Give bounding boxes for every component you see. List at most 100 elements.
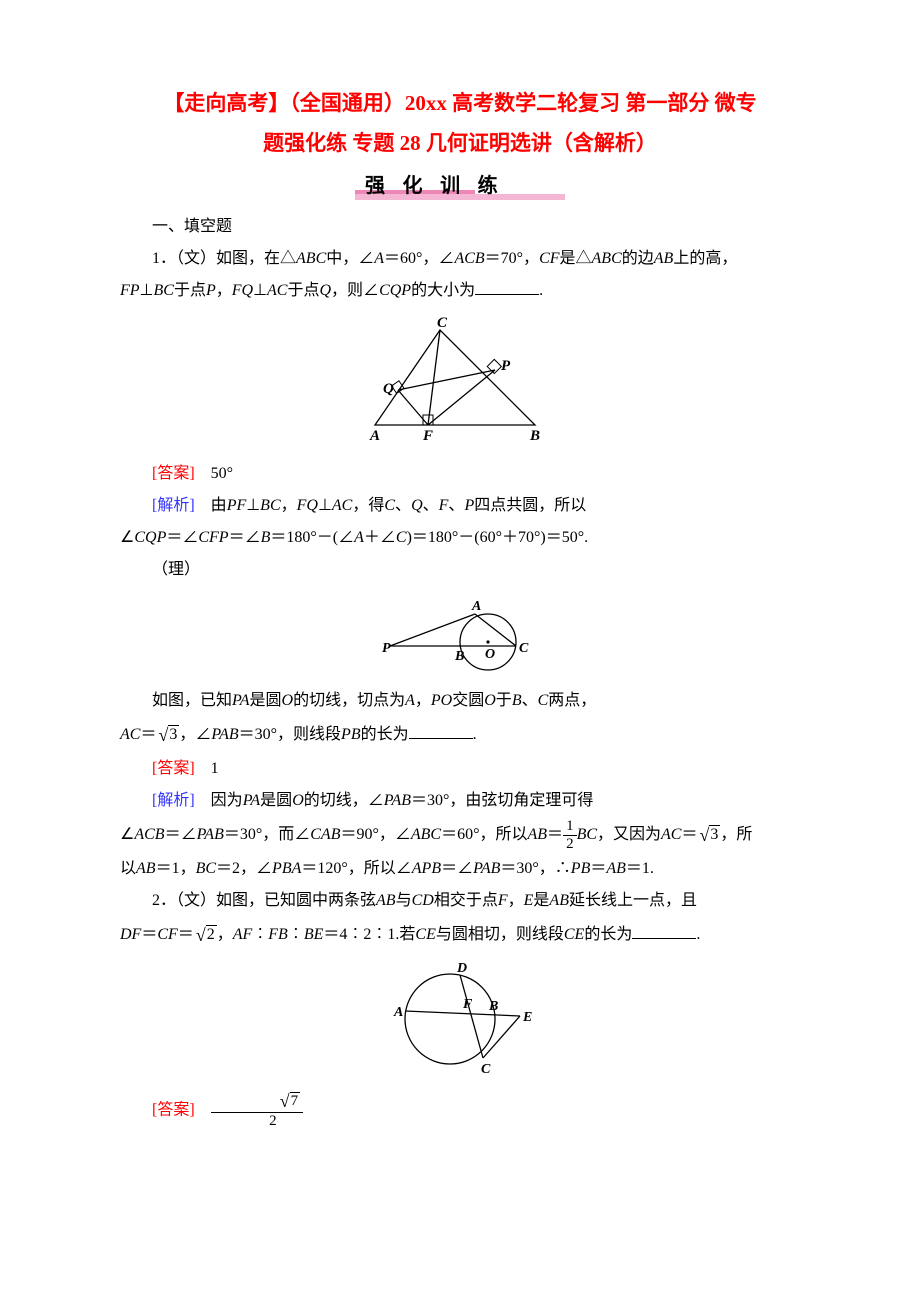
t: ，得 [352, 497, 384, 514]
t: DF [120, 926, 141, 943]
lbl-P: P [382, 641, 391, 656]
t: C [396, 529, 407, 546]
t: ＝4︰2︰1.若 [323, 926, 415, 943]
analysis-label: [解析] [152, 792, 195, 809]
t: 的切线，∠ [304, 792, 384, 809]
t: ， [415, 692, 431, 709]
t: PB [341, 726, 361, 743]
sqrt2: √2 [194, 917, 217, 953]
li-label: （理） [120, 554, 800, 586]
t: 因为 [195, 792, 243, 809]
frac-sqrt7-2: √72 [211, 1092, 303, 1129]
analysis-label: [解析] [152, 497, 195, 514]
blank [409, 722, 473, 739]
t: ︰ [252, 926, 268, 943]
q1-wen-line2: FP⊥BC于点P，FQ⊥AC于点Q，则∠CQP的大小为. [120, 275, 800, 307]
t: 于点 [287, 282, 319, 299]
t: AC [120, 726, 140, 743]
t: PF [227, 497, 247, 514]
t: 1．（文）如图，在△ [152, 250, 296, 267]
t: 由 [195, 497, 227, 514]
figure-2-svg: A B C O P [375, 594, 545, 672]
t: 四点共圆，所以 [474, 497, 586, 514]
t: E [524, 892, 534, 909]
t: ，则∠ [331, 282, 379, 299]
t: ＝ [140, 726, 156, 743]
t: CQP [379, 282, 411, 299]
figure-1-svg: A B C F P Q [365, 315, 555, 445]
t: O [282, 692, 294, 709]
t: 的边 [622, 250, 654, 267]
t: APB [412, 860, 441, 877]
t: 是 [533, 892, 549, 909]
t: 是圆 [260, 792, 292, 809]
t: . [539, 282, 543, 299]
t: 的大小为 [411, 282, 475, 299]
t: FQ [232, 282, 253, 299]
lbl-E: E [522, 1010, 532, 1025]
t: ＝∠ [441, 860, 473, 877]
t: ＝∠ [165, 826, 197, 843]
t: ＝30°，∴ [500, 860, 570, 877]
t: BC [196, 860, 216, 877]
t: 是△ [560, 250, 592, 267]
t: ， [508, 892, 524, 909]
t: 两点， [548, 692, 596, 709]
t: 的长为 [584, 926, 632, 943]
banner: 强 化 训 练 [120, 172, 800, 207]
t: ＝1， [156, 860, 196, 877]
t: A [354, 529, 364, 546]
t: ⊥ [246, 497, 260, 514]
frac-half: 12 [563, 818, 577, 852]
q1li-ana-l3: 以AB＝1，BC＝2，∠PBA＝120°，所以∠APB＝∠PAB＝30°，∴PB… [120, 853, 800, 885]
t: P [206, 282, 216, 299]
t: 1 [195, 760, 219, 777]
t: AC [332, 497, 352, 514]
t: BC [577, 826, 597, 843]
lbl-A: A [369, 428, 380, 444]
figure-3: A B C D E F [120, 961, 800, 1084]
t: ＝180°－(∠ [270, 529, 354, 546]
t: PAB [473, 860, 500, 877]
t: ＝60°，∠ [384, 250, 454, 267]
t: AB [654, 250, 674, 267]
t: 与 [396, 892, 412, 909]
banner-text: 强 化 训 练 [365, 173, 504, 197]
t: ＝∠ [229, 529, 261, 546]
t: ＝2，∠ [216, 860, 272, 877]
t: PBA [272, 860, 301, 877]
t: 延长线上一点，且 [569, 892, 697, 909]
t: ⊥ [253, 282, 267, 299]
lbl-B: B [454, 649, 464, 664]
t: ＝ [681, 826, 697, 843]
t: B [261, 529, 271, 546]
blank [475, 278, 539, 295]
t: CD [412, 892, 434, 909]
q2-line1: 2．（文）如图，已知圆中两条弦AB与CD相交于点F，E是AB延长线上一点，且 [120, 885, 800, 917]
t: ＝30°，而∠ [224, 826, 310, 843]
lbl-A: A [471, 599, 481, 614]
t: AB [376, 892, 396, 909]
t: AB [136, 860, 156, 877]
t: ∠ [120, 529, 134, 546]
q2-answer: [答案] √72 [120, 1092, 800, 1129]
t: ABC [296, 250, 326, 267]
t: ⊥ [140, 282, 154, 299]
t: BC [260, 497, 280, 514]
lbl-D: D [456, 961, 467, 976]
lbl-A: A [393, 1005, 403, 1020]
figure-1: A B C F P Q [120, 315, 800, 450]
t: FB [268, 926, 288, 943]
t: ∠ [120, 826, 134, 843]
t: ，所 [720, 826, 752, 843]
t: 中，∠ [326, 250, 374, 267]
doc-title-line1: 【走向高考】（全国通用）20xx 高考数学二轮复习 第一部分 微专 [120, 84, 800, 124]
t: Q [319, 282, 331, 299]
lbl-C: C [437, 315, 448, 331]
t: 的切线，切点为 [293, 692, 405, 709]
t: A [405, 692, 415, 709]
document-page: 【走向高考】（全国通用）20xx 高考数学二轮复习 第一部分 微专 题强化练 专… [0, 0, 920, 1302]
doc-title-line2: 题强化练 专题 28 几何证明选讲（含解析） [120, 124, 800, 164]
t: ，又因为 [597, 826, 661, 843]
t: 相交于点 [434, 892, 498, 909]
